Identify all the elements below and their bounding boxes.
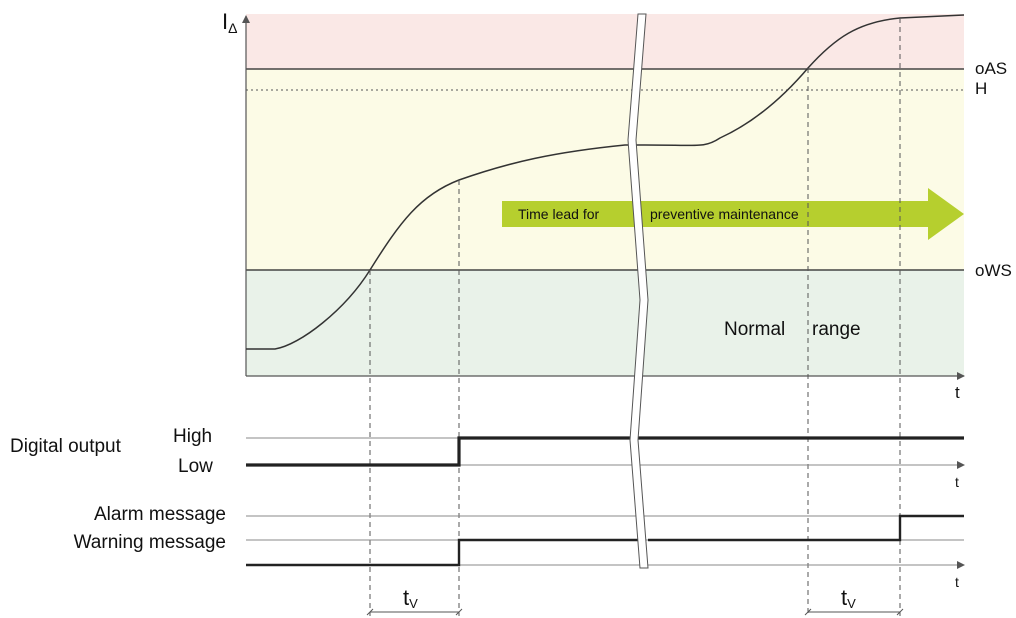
delay-label-2: tV xyxy=(841,585,856,611)
arrow-text-left: Time lead for xyxy=(518,206,600,222)
time-break-mark xyxy=(627,13,649,569)
time-axis-label-message: t xyxy=(955,574,959,590)
normal-range-label-1: Normal xyxy=(724,319,785,340)
digital-high-label: High xyxy=(173,426,212,447)
alarm-message-label: Alarm message xyxy=(94,504,226,525)
normal-zone xyxy=(246,270,964,376)
time-axis-label-main: t xyxy=(955,383,960,402)
h-label: H xyxy=(975,79,987,98)
y-axis-label: IΔ xyxy=(222,9,237,36)
delay-label-1: tV xyxy=(403,585,418,611)
time-lead-arrow xyxy=(502,188,964,240)
digital-output-title: Digital output xyxy=(10,436,122,457)
warning-message-label: Warning message xyxy=(74,532,226,553)
ows-label: oWS xyxy=(975,261,1012,280)
arrow-text-right: preventive maintenance xyxy=(650,206,799,222)
digital-output-signal xyxy=(246,436,964,467)
warning-zone xyxy=(246,69,964,270)
time-axis-label-digital: t xyxy=(955,474,959,490)
digital-low-label: Low xyxy=(178,456,213,477)
alarm-zone xyxy=(246,14,964,69)
warning-message-signal xyxy=(246,514,964,567)
normal-range-label-2: range xyxy=(812,319,861,340)
oas-label: oAS xyxy=(975,59,1007,78)
